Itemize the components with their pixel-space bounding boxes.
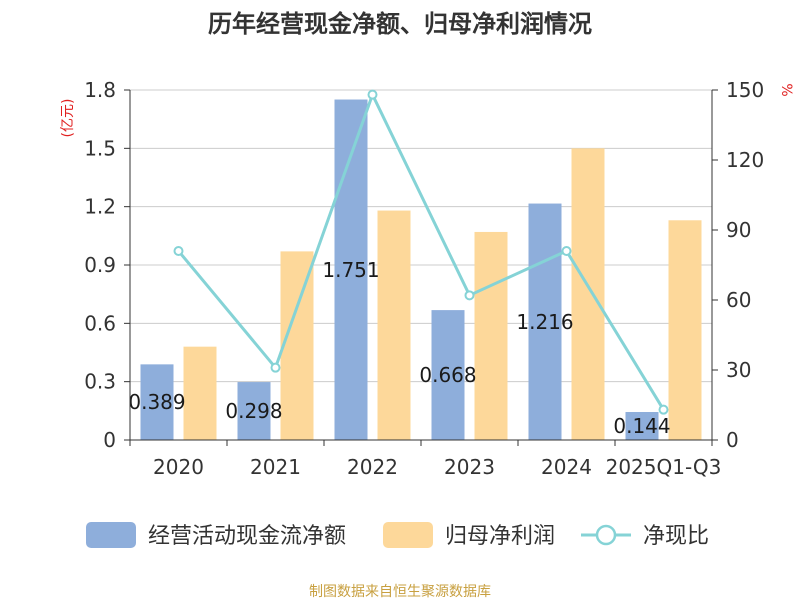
bar-data-label: 0.668 — [419, 363, 476, 387]
bar-cashflow — [140, 364, 174, 440]
legend-label: 经营活动现金流净额 — [148, 524, 346, 549]
bar-net-profit — [668, 220, 702, 440]
x-axis-category-label: 2021 — [250, 455, 301, 479]
ratio-point — [464, 290, 475, 301]
chart-title: 历年经营现金净额、归母净利润情况 — [208, 10, 592, 38]
right-axis-tick-label: 90 — [726, 218, 751, 242]
x-axis-category-label: 2025Q1-Q3 — [606, 455, 722, 479]
ratio-point — [270, 362, 281, 373]
ratio-point — [367, 89, 378, 100]
bar-data-label: 0.298 — [225, 399, 282, 423]
ratio-point — [561, 246, 572, 256]
x-axis-category-label: 2024 — [541, 455, 592, 479]
bar-net-profit — [183, 346, 217, 440]
bar-net-profit — [474, 231, 508, 440]
right-axis-unit: % — [778, 83, 794, 96]
left-axis-tick-label: 0.3 — [84, 370, 116, 394]
legend-label: 归母净利润 — [445, 524, 555, 549]
bar-data-label: 0.144 — [613, 414, 670, 438]
bars-layer — [140, 99, 702, 441]
left-axis-tick-label: 1.5 — [84, 136, 116, 160]
left-axis-unit: (亿元) — [60, 99, 76, 138]
left-axis-tick-label: 0.9 — [84, 253, 116, 277]
right-axis-tick-label: 150 — [726, 78, 764, 102]
ratio-point — [658, 404, 669, 415]
right-axis-tick-label: 0 — [726, 428, 739, 452]
bar-cashflow — [625, 412, 659, 440]
legend-swatch — [383, 522, 433, 548]
bar-data-label: 0.389 — [128, 390, 185, 414]
bar-net-profit — [377, 210, 411, 440]
bar-net-profit — [280, 251, 314, 440]
line-layer — [173, 89, 669, 415]
left-axis-tick-label: 1.2 — [84, 195, 116, 219]
ratio-line — [177, 90, 665, 411]
legend-marker — [595, 524, 617, 546]
bar-cashflow — [528, 203, 562, 440]
right-axis-tick-label: 120 — [726, 148, 764, 172]
legend-label: 净现比 — [643, 524, 709, 549]
data-labels-layer: 0.389 0.298 1.751 0.668 1.216 0.144 — [128, 258, 670, 438]
source-note: 制图数据来自恒生聚源数据库 — [309, 584, 491, 600]
bar-net-profit — [571, 148, 605, 441]
x-axis-category-label: 2023 — [444, 455, 495, 479]
bar-cashflow — [431, 310, 465, 440]
legend-swatch — [86, 522, 136, 548]
x-axis-category-label: 2022 — [347, 455, 398, 479]
left-axis-tick-label: 0.6 — [84, 311, 116, 335]
grid-lines — [130, 89, 712, 383]
right-axis-tick-label: 60 — [726, 288, 751, 312]
ratio-point — [173, 246, 184, 256]
legend: 经营活动现金流净额 归母净利润 净现比 — [86, 522, 709, 549]
axes-layer: 0 0.3 0.6 0.9 1.2 1.5 1.8 0 30 60 90 120 150 2020 2021… — [84, 78, 764, 479]
bar-cashflow — [237, 382, 271, 440]
left-axis-tick-label: 1.8 — [84, 78, 116, 102]
left-axis-tick-label: 0 — [103, 428, 116, 452]
bar-data-label: 1.751 — [322, 258, 379, 282]
x-axis-category-label: 2020 — [153, 455, 204, 479]
right-axis-tick-label: 30 — [726, 358, 751, 382]
bar-data-label: 1.216 — [516, 310, 573, 334]
